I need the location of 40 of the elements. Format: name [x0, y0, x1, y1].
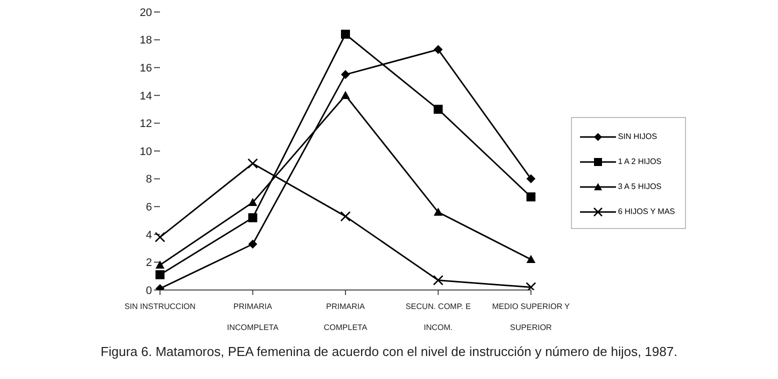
y-tick-label: 2 — [146, 257, 152, 270]
point — [526, 282, 536, 290]
point — [340, 211, 351, 222]
point — [434, 104, 443, 114]
point — [248, 158, 258, 169]
legend-label: SIN HIJOS — [618, 132, 658, 141]
point — [340, 90, 350, 99]
point — [248, 213, 258, 222]
legend-label: 1 A 2 HIJOS — [618, 157, 662, 166]
point — [156, 270, 164, 280]
category-label: SECUN. COMP. E INCOM. — [406, 302, 471, 332]
category-label: PRIMARIA INCOMPLETA — [227, 302, 278, 332]
point — [526, 254, 536, 264]
category-label: PRIMARIA COMPLETA — [324, 302, 368, 332]
x-tick-label: SIN INSTRUCCION — [124, 302, 196, 311]
y-tick-label: 0 — [146, 284, 152, 297]
y-tick-label: 8 — [146, 174, 152, 186]
point — [154, 232, 166, 242]
legend-label: 6 HIJOS Y MAS — [618, 207, 675, 216]
y-tick-label: 10 — [140, 146, 152, 158]
y-tick-label: 14 — [140, 90, 152, 102]
point — [248, 198, 258, 206]
y-tick-label: 20 — [140, 6, 152, 19]
point — [434, 45, 443, 54]
y-tick-label: 6 — [146, 202, 152, 214]
point — [156, 260, 164, 269]
y-tick-label: 4 — [146, 229, 152, 242]
category-label: MEDIO SUPERIOR Y SUPERIOR — [492, 302, 570, 332]
point — [526, 192, 536, 202]
point — [340, 70, 350, 80]
point — [340, 30, 350, 39]
point — [434, 208, 443, 216]
legend-label: 3 A 5 HIJOS — [618, 182, 662, 191]
text: Figura 6. Matamoros, PEA femenina de acuerdo con el nivel de instrucción y número de hijos, 1987. — [100, 344, 678, 359]
y-tick-label: 16 — [140, 62, 152, 75]
y-tick-label: 12 — [140, 118, 152, 130]
point — [433, 275, 444, 286]
point — [248, 240, 258, 249]
y-tick-label: 18 — [140, 34, 152, 47]
point — [526, 174, 536, 184]
